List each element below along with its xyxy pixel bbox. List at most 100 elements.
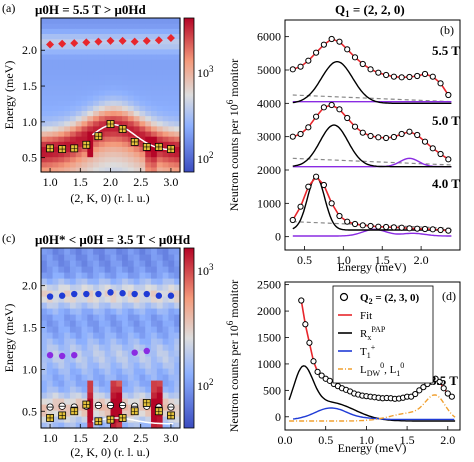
panel-a-heat-cell (46, 136, 54, 142)
panel-a-heat-cell (41, 110, 48, 117)
panel-c-heat-cell (174, 326, 181, 333)
panel-c-heat-cell (116, 266, 123, 273)
panel-c-heat-cell (98, 290, 106, 297)
panel-c-heat-cell (46, 314, 54, 321)
panel-c-heat-cell (156, 284, 164, 291)
panel-c-heat-cell (133, 386, 141, 393)
panel-a-heat-cell (93, 100, 100, 106)
panel-c-heat-cell (104, 368, 112, 375)
panel-a-heat-cell (98, 59, 106, 65)
panel-a-heat-cell (116, 59, 123, 65)
panel-c-heat-cell (110, 320, 117, 327)
panel-a-heat-cell (162, 23, 170, 29)
panel-c-heat-cell (116, 368, 123, 375)
panel-c-heat-cell (58, 254, 65, 261)
panel-c-heat-cell (98, 266, 106, 273)
panel-c-heat-cell (64, 398, 71, 405)
panel-a-ytick-0: 0.5 (22, 151, 37, 165)
panel-a-heat-cell (93, 69, 100, 76)
panel-c-heat-cell (151, 332, 158, 339)
panel-a-heat-cell (168, 84, 175, 91)
panel-a-heat-cell (75, 38, 83, 45)
panel-c-heat-cell (145, 410, 152, 417)
panel-a-heat-cell (93, 74, 100, 81)
panel-c-heat-cell (64, 332, 71, 339)
panel-d-xtick-1: 0.5 (318, 433, 333, 447)
panel-a-heat-cell (145, 59, 152, 65)
panel-a-heat-cell (64, 38, 71, 45)
panel-a-cbar-tick-1: 102 (197, 150, 214, 166)
panel-c-heat-cell (139, 254, 146, 261)
panel-a-heat-cell (58, 28, 65, 34)
panel-a-heat-cell (116, 146, 123, 153)
panel-c-heat-cell (168, 254, 175, 261)
panel-a-heat-cell (151, 84, 158, 91)
panel-a-heat-cell (52, 38, 59, 45)
panel-a-heat-cell (69, 33, 77, 40)
panel-c-heat-cell (41, 266, 48, 273)
panel-c-heat-cell (58, 374, 65, 381)
panel-c-heat-cell (93, 368, 100, 375)
panel-b-peak-component (292, 175, 452, 231)
panel-a-heat-cell (81, 89, 88, 96)
panel-a-heat-cell (58, 156, 65, 163)
panel-c-heat-cell (69, 284, 77, 291)
panel-c-heat-cell (81, 266, 88, 273)
panel-c-heat-cell (145, 302, 152, 309)
panel-a-heat-cell (151, 79, 158, 86)
panel-c-heat-cell (162, 254, 170, 261)
panel-a-heat-cell (52, 43, 59, 50)
panel-a-ytick-1: 1.0 (22, 115, 37, 129)
panel-c-heat-cell (122, 314, 129, 321)
panel-a-heat-cell (122, 59, 129, 65)
panel-c-heat-cell (127, 332, 135, 339)
panel-c-heat-cell (75, 302, 83, 309)
panel-a-heat-cell (75, 33, 83, 40)
panel-a-heat-cell (98, 79, 106, 86)
panel-c-heat-cell (87, 410, 94, 417)
panel-b-data-point (429, 73, 436, 80)
panel-b-data-point (336, 212, 343, 220)
panel-c-heat-cell (52, 398, 59, 405)
panel-a-heat-cell (75, 105, 83, 111)
panel-c-heat-cell (93, 326, 100, 333)
panel-c-heat-cell (127, 278, 135, 285)
panel-c-heat-cell (104, 254, 112, 261)
panel-a-heat-cell (110, 146, 117, 153)
panel-a-heat-cell (64, 100, 71, 106)
panel-c-heat-cell (93, 314, 100, 321)
panel-c-heat-cell (46, 368, 54, 375)
panel-a-heat-cell (41, 48, 48, 55)
panel-c-heat-cell (116, 398, 123, 405)
panel-a-heat-cell (75, 141, 83, 147)
panel-b-data-point (297, 203, 304, 210)
panel-a-heat-cell (122, 161, 129, 168)
panel-a-heat-cell (139, 166, 146, 173)
panel-a-heat-cell (81, 120, 88, 127)
panel-a-red-diamond (46, 40, 55, 49)
panel-c-heat-cell (110, 314, 117, 321)
panel-c-heat-cell (81, 392, 88, 399)
panel-c-heat-cell (75, 272, 83, 279)
panel-b-data-point (390, 133, 397, 141)
panel-c-heat-cell (87, 302, 94, 309)
panel-b-data-point (445, 227, 452, 234)
panel-c-heat-cell (162, 416, 170, 423)
panel-a-heat-cell (69, 166, 77, 173)
panel-c-heat-cell (46, 248, 54, 255)
panel-b-data-point (351, 220, 359, 228)
panel-a-heat-cell (139, 100, 146, 106)
panel-a-heat-cell (116, 79, 123, 86)
panel-c-heat-cell (81, 356, 88, 363)
panel-a-heat-cell (110, 33, 117, 40)
panel-c-yellow-square-cross (59, 412, 66, 419)
panel-c-heat-cell (168, 308, 175, 315)
panel-a-heat-cell (139, 23, 146, 29)
panel-c-heat-cell (69, 266, 77, 273)
panel-c-heat-cell (110, 272, 117, 279)
panel-a-heat-cell (93, 79, 100, 86)
panel-a-heat-cell (46, 130, 54, 137)
panel-a-heat-cell (87, 141, 94, 147)
panel-a-heat-cell (81, 18, 88, 24)
